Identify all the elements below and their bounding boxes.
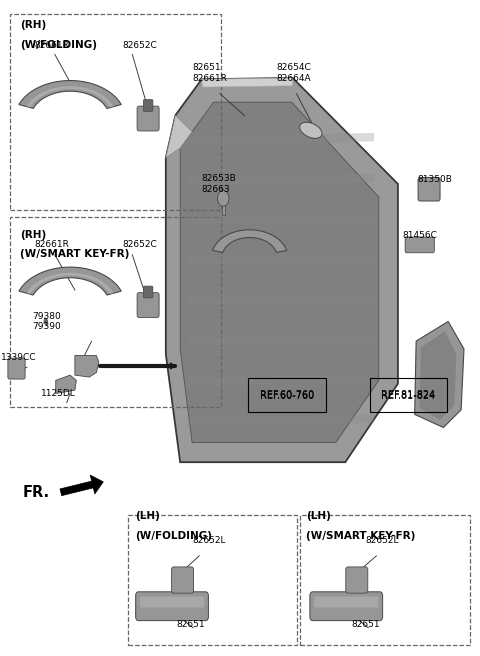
FancyBboxPatch shape: [346, 567, 368, 593]
Polygon shape: [26, 273, 114, 294]
FancyBboxPatch shape: [137, 293, 159, 318]
Text: 82651
82661R: 82651 82661R: [192, 63, 227, 83]
Polygon shape: [19, 267, 121, 295]
Text: 82651: 82651: [177, 620, 205, 629]
Polygon shape: [166, 115, 192, 158]
Text: 81350B: 81350B: [417, 175, 452, 184]
FancyBboxPatch shape: [310, 592, 383, 621]
Text: 82654C
82664A: 82654C 82664A: [276, 63, 311, 83]
Text: (W/FOLDING): (W/FOLDING): [20, 40, 97, 50]
Text: 82651: 82651: [351, 620, 380, 629]
Text: 82661R: 82661R: [34, 241, 69, 249]
Polygon shape: [187, 334, 374, 346]
FancyBboxPatch shape: [171, 567, 193, 593]
Polygon shape: [415, 321, 464, 428]
Polygon shape: [187, 415, 374, 426]
Polygon shape: [180, 102, 379, 443]
Polygon shape: [213, 230, 287, 253]
Ellipse shape: [300, 122, 322, 138]
Text: 82652C: 82652C: [123, 41, 157, 50]
Text: (W/SMART KEY-FR): (W/SMART KEY-FR): [306, 531, 415, 541]
Text: (RH): (RH): [20, 20, 46, 30]
Polygon shape: [19, 81, 121, 108]
Circle shape: [217, 190, 229, 206]
Text: 79380
79390: 79380 79390: [32, 312, 60, 331]
Text: (W/FOLDING): (W/FOLDING): [135, 531, 212, 541]
Polygon shape: [56, 375, 76, 394]
FancyBboxPatch shape: [314, 596, 378, 607]
Polygon shape: [166, 78, 398, 462]
Text: 82652L: 82652L: [192, 537, 226, 545]
Polygon shape: [187, 173, 374, 185]
Polygon shape: [26, 86, 114, 108]
Text: 1339CC: 1339CC: [0, 353, 36, 362]
FancyBboxPatch shape: [405, 237, 434, 253]
Polygon shape: [44, 318, 48, 325]
Polygon shape: [202, 78, 293, 87]
Text: 82652C: 82652C: [123, 241, 157, 249]
Text: 81456C: 81456C: [403, 231, 438, 239]
Text: 1125DL: 1125DL: [41, 389, 76, 398]
Text: 82661R: 82661R: [34, 41, 69, 50]
Text: FR.: FR.: [22, 485, 49, 501]
Text: (LH): (LH): [306, 511, 331, 521]
Text: 82653B
82663: 82653B 82663: [202, 174, 237, 194]
FancyBboxPatch shape: [144, 100, 153, 112]
Polygon shape: [222, 205, 225, 215]
Text: (RH): (RH): [20, 230, 46, 239]
FancyBboxPatch shape: [140, 596, 204, 607]
Text: (W/SMART KEY-FR): (W/SMART KEY-FR): [20, 249, 129, 259]
Text: 82652L: 82652L: [365, 537, 399, 545]
Polygon shape: [187, 133, 374, 145]
Polygon shape: [187, 294, 374, 306]
FancyBboxPatch shape: [8, 358, 25, 379]
Polygon shape: [187, 374, 374, 386]
Polygon shape: [187, 213, 374, 225]
FancyBboxPatch shape: [144, 286, 153, 298]
FancyBboxPatch shape: [137, 106, 159, 131]
Text: REF.81-824: REF.81-824: [381, 392, 435, 401]
Text: (LH): (LH): [135, 511, 159, 521]
Polygon shape: [187, 254, 374, 265]
Text: REF.60-760: REF.60-760: [260, 390, 314, 400]
Polygon shape: [420, 331, 456, 420]
Text: REF.60-760: REF.60-760: [260, 392, 314, 401]
FancyBboxPatch shape: [136, 592, 208, 621]
Polygon shape: [75, 356, 99, 377]
Text: REF.81-824: REF.81-824: [381, 390, 435, 400]
FancyBboxPatch shape: [418, 177, 440, 201]
